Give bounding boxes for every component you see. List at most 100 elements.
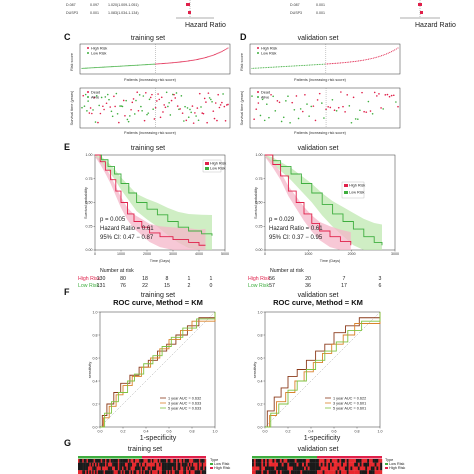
heatmap-cell: [257, 462, 260, 467]
heatmap-cell: [263, 466, 266, 471]
heatmap-cell: [356, 470, 359, 474]
risk-count: 18: [142, 276, 148, 282]
km-legend-validation: High Risk Low Risk: [341, 181, 365, 199]
heatmap-cell: [161, 466, 164, 471]
risk-point: [333, 62, 335, 65]
heatmap-cell: [143, 470, 146, 474]
heatmap-cell: [335, 466, 338, 471]
heatmap-cell: [252, 470, 255, 474]
heatmap-cell: [378, 466, 381, 471]
heatmap-cell: [374, 462, 377, 467]
survival-point: [162, 111, 164, 113]
risk-point: [158, 63, 160, 65]
survival-point: [103, 108, 105, 111]
x-tick-label: 2000: [348, 252, 356, 256]
risk-strata-high: High Risk: [248, 276, 271, 282]
risk-point: [385, 53, 388, 55]
heatmap-cell: [161, 459, 164, 463]
heatmap-cell: [335, 462, 338, 467]
heatmap-cell: [304, 459, 307, 463]
heatmap-cell: [283, 459, 286, 463]
heatmap-cell: [166, 459, 168, 463]
risk-point: [287, 65, 289, 67]
risk-point: [295, 65, 297, 67]
forest-xlabel: Hazard Ratio: [415, 22, 456, 29]
heatmap-cell: [296, 462, 299, 467]
heatmap-cell: [173, 459, 175, 463]
heatmap-cell: [139, 470, 141, 474]
heatmap-cell: [112, 470, 114, 474]
heatmap-cell: [171, 462, 174, 467]
survival-point: [208, 97, 211, 99]
heatmap-cell: [154, 470, 157, 474]
heatmap-cell: [102, 466, 104, 471]
heatmap-cell: [198, 462, 201, 467]
risk-point: [191, 59, 193, 61]
heatmap-cell: [200, 466, 202, 471]
risk-point: [279, 66, 281, 68]
heatmap-legend-high: High Risk: [389, 466, 405, 470]
survival-point: [263, 119, 266, 122]
heatmap-cell: [183, 470, 185, 474]
risk-point: [98, 66, 100, 68]
heatmap-cell: [190, 462, 192, 467]
roc-subtitle-training: training set: [141, 292, 175, 299]
heatmap-cell: [289, 466, 292, 471]
roc-legend-5y: 5 year AUC = 0.601: [333, 407, 366, 411]
heatmap-cell: [161, 470, 164, 474]
risk-point: [262, 67, 265, 69]
heatmap-type-bar-high: [317, 456, 382, 459]
heatmap-cell: [187, 470, 190, 474]
roc-legend-training: 1 year AUC = 0.632 3 year AUC = 0.633 5 …: [160, 397, 201, 411]
survival-point: [129, 115, 131, 117]
heatmap-cell: [110, 462, 113, 467]
heatmap-cell: [177, 462, 180, 467]
km-ylabel: Survival probability: [254, 187, 258, 219]
survival-point: [227, 103, 229, 106]
heatmap-cell: [93, 470, 96, 474]
survival-point: [361, 91, 363, 94]
heatmap-cell: [344, 459, 347, 463]
heatmap-cell: [372, 470, 375, 474]
risk-point: [302, 64, 304, 67]
risk-point: [131, 64, 133, 67]
heatmap-cell: [184, 462, 187, 467]
heatmap-title-training: training set: [128, 446, 162, 453]
heatmap-cell: [287, 470, 290, 474]
heatmap-cell: [191, 470, 194, 474]
survival-point: [111, 115, 114, 118]
heatmap-cell: [143, 466, 146, 471]
risk-point: [261, 67, 263, 69]
survival-point: [156, 100, 158, 102]
heatmap-cell: [369, 462, 372, 467]
survival-point: [325, 108, 327, 111]
heatmap-cell: [99, 462, 101, 467]
heatmap-cell: [276, 462, 279, 467]
forest-box: [186, 3, 190, 6]
risk-point: [136, 64, 139, 66]
survival-point: [348, 105, 351, 107]
risk-point: [93, 67, 95, 69]
km-curve-high: [265, 154, 352, 246]
risk-point: [387, 52, 389, 54]
risk-point: [374, 57, 376, 59]
heatmap-cell: [186, 459, 188, 463]
heatmap-cell: [166, 466, 168, 471]
heatmap-cell: [171, 459, 174, 463]
survival-point: [118, 121, 120, 124]
survival-point: [218, 106, 221, 109]
risk-point: [211, 54, 213, 57]
heatmap-cell: [79, 462, 82, 467]
survival-point: [94, 121, 97, 123]
y-tick-label: 0.00: [86, 248, 93, 252]
heatmap-cell: [137, 466, 140, 471]
survival-point: [190, 111, 192, 114]
heatmap-cell: [357, 462, 360, 467]
risk-point: [176, 61, 178, 63]
survival-point: [198, 92, 201, 95]
heatmap-cell: [257, 466, 260, 471]
heatmap-type-bar-high: [142, 456, 206, 459]
survival-point: [299, 108, 302, 110]
heatmap-cell: [194, 466, 197, 471]
heatmap-cell: [142, 462, 144, 467]
